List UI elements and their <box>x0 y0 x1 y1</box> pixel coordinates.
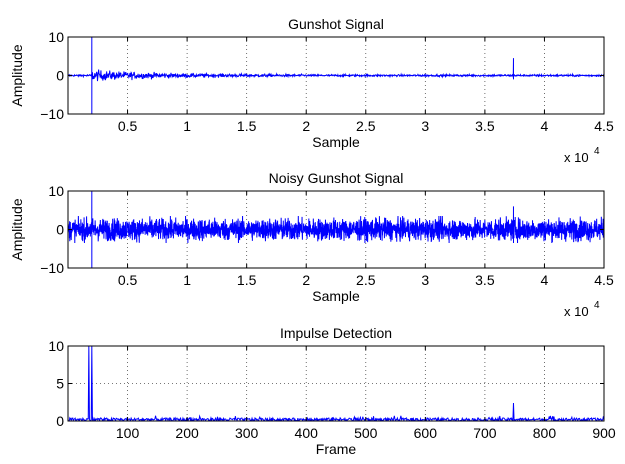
x-tick-label: 100 <box>116 425 140 441</box>
y-tick-label: 10 <box>48 338 64 354</box>
x-tick-label: 800 <box>533 425 557 441</box>
chart-title: Impulse Detection <box>280 325 392 341</box>
x-axis-label: Sample <box>312 288 360 304</box>
x-exponent-label: x 10 <box>564 304 589 319</box>
signal-line <box>68 346 604 421</box>
signal-line <box>68 37 604 114</box>
x-tick-label: 1.5 <box>237 118 257 134</box>
y-tick-label: 0 <box>56 413 64 429</box>
x-exponent-label: x 10 <box>564 150 589 165</box>
x-tick-label: 3.5 <box>475 272 495 288</box>
y-tick-label: −10 <box>40 106 64 122</box>
x-tick-label: 4.5 <box>594 272 614 288</box>
x-tick-label: 2.5 <box>356 118 376 134</box>
x-tick-label: 2 <box>302 118 310 134</box>
x-exponent-power: 4 <box>594 146 600 157</box>
x-axis-label: Sample <box>312 134 360 150</box>
x-axis-label: Frame <box>316 441 357 457</box>
y-tick-label: 5 <box>56 376 64 392</box>
y-tick-label: −10 <box>40 260 64 276</box>
x-tick-label: 3 <box>421 272 429 288</box>
x-tick-label: 1 <box>183 118 191 134</box>
x-tick-label: 4.5 <box>594 118 614 134</box>
x-tick-label: 900 <box>592 425 616 441</box>
x-tick-label: 1.5 <box>237 272 257 288</box>
subplot-3: 100 200 300 400 500 600 700 800 900 0 5 10 Impulse D… <box>48 325 615 457</box>
x-tick-label: 1 <box>183 272 191 288</box>
x-tick-label: 2 <box>302 272 310 288</box>
x-tick-label: 3 <box>421 118 429 134</box>
x-tick-label: 0.5 <box>118 272 138 288</box>
y-tick-label: 10 <box>48 29 64 45</box>
x-tick-label: 200 <box>175 425 199 441</box>
x-exponent-power: 4 <box>594 300 600 311</box>
x-tick-label: 4 <box>541 118 549 134</box>
chart-title: Gunshot Signal <box>288 16 384 32</box>
x-tick-label: 4 <box>541 272 549 288</box>
subplot-1: 0.5 1 1.5 2 2.5 3 3.5 4 4.5 −10 0 10 Gunshot Signal S… <box>9 16 614 165</box>
y-axis-label: Amplitude <box>9 198 25 260</box>
y-tick-label: 10 <box>48 183 64 199</box>
subplot-2: 0.5 1 1.5 2 2.5 3 3.5 4 4.5 −10 0 10 Noisy Gunshot S… <box>9 170 614 319</box>
x-tick-label: 500 <box>354 425 378 441</box>
chart-title: Noisy Gunshot Signal <box>269 170 404 186</box>
x-tick-label: 2.5 <box>356 272 376 288</box>
x-tick-label: 300 <box>235 425 259 441</box>
signal-line <box>68 191 604 268</box>
x-tick-label: 0.5 <box>118 118 138 134</box>
x-tick-label: 700 <box>473 425 497 441</box>
y-tick-label: 0 <box>56 222 64 238</box>
y-tick-label: 0 <box>56 68 64 84</box>
x-tick-label: 600 <box>414 425 438 441</box>
x-tick-label: 3.5 <box>475 118 495 134</box>
x-tick-label: 400 <box>295 425 319 441</box>
y-axis-label: Amplitude <box>9 44 25 106</box>
